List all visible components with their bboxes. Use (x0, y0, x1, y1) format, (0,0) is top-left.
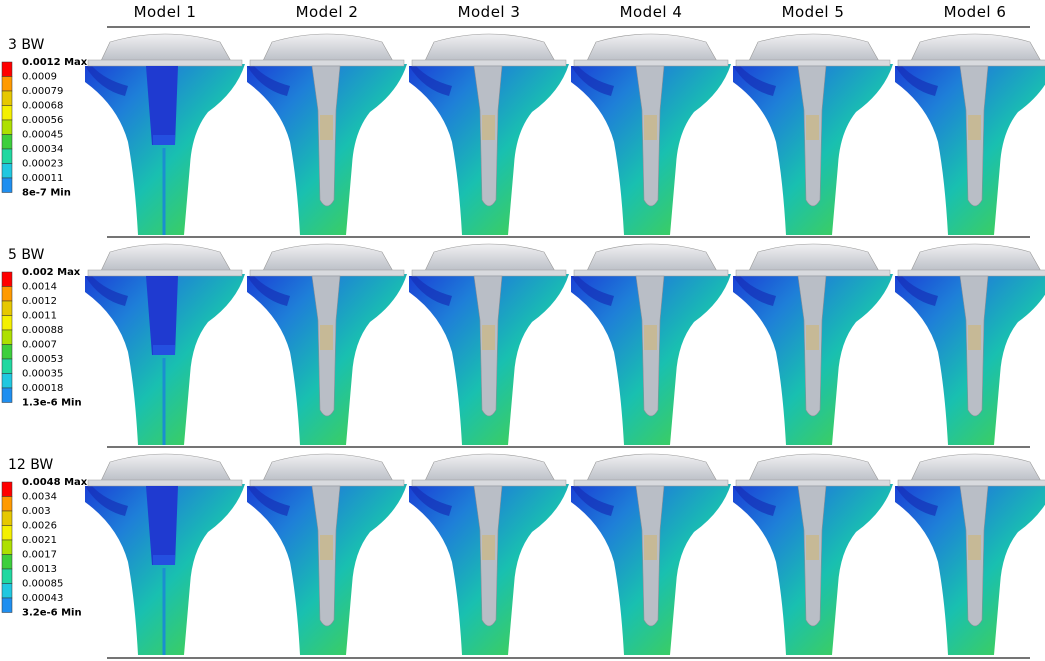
legend-label: 0.0012 Max (22, 57, 88, 68)
column-header: Model 6 (944, 3, 1007, 21)
legend-label: 0.0012 (22, 296, 57, 307)
legend-swatch (1, 344, 13, 360)
legend-label: 0.002 Max (22, 267, 81, 278)
column-header: Model 1 (134, 3, 197, 21)
legend-swatch (1, 358, 13, 374)
legend-swatch (1, 568, 13, 584)
column-header: Model 5 (782, 3, 845, 21)
legend-swatch (1, 134, 13, 150)
legend-label: 3.2e-6 Min (22, 608, 82, 619)
legend-label: 0.00023 (22, 159, 63, 170)
legend-swatch (1, 387, 13, 403)
legend-label: 0.0009 (22, 72, 57, 83)
legend-swatch (1, 76, 13, 92)
legend-swatch (1, 373, 13, 389)
row-label: 12 BW (8, 457, 53, 473)
legend-swatch (1, 271, 13, 287)
legend-label: 0.00053 (22, 354, 63, 365)
legend-swatch (1, 90, 13, 106)
legend-swatch (1, 554, 13, 570)
legend-label: 0.00043 (22, 593, 63, 604)
legend-label: 1.3e-6 Min (22, 398, 82, 409)
legend-label: 0.00068 (22, 101, 63, 112)
legend-swatch (1, 597, 13, 613)
legend-label: 0.00018 (22, 383, 63, 394)
column-header: Model 2 (296, 3, 359, 21)
legend-label: 0.00035 (22, 369, 63, 380)
legend-swatch (1, 105, 13, 121)
legend-label: 0.0007 (22, 340, 57, 351)
legend-swatch (1, 163, 13, 179)
legend-label: 0.00079 (22, 86, 63, 97)
legend-swatch (1, 481, 13, 497)
legend-swatch (1, 539, 13, 555)
row-label: 3 BW (8, 37, 44, 53)
legend-label: 0.00045 (22, 130, 63, 141)
legend-swatch (1, 177, 13, 193)
legend-label: 0.00011 (22, 173, 63, 184)
legend-swatch (1, 61, 13, 77)
legend-swatch (1, 496, 13, 512)
legend-label: 0.0014 (22, 282, 57, 293)
legend-label: 0.0017 (22, 550, 57, 561)
legend-swatch (1, 119, 13, 135)
legend-label: 0.00088 (22, 325, 63, 336)
column-header: Model 4 (620, 3, 683, 21)
legend-label: 0.0021 (22, 535, 57, 546)
legend-swatch (1, 583, 13, 599)
legend-label: 0.0013 (22, 564, 57, 575)
legend-swatch (1, 510, 13, 526)
column-header: Model 3 (458, 3, 521, 21)
legend-label: 0.00056 (22, 115, 63, 126)
legend-label: 0.00034 (22, 144, 63, 155)
legend-swatch (1, 525, 13, 541)
legend-label: 8e-7 Min (22, 188, 71, 199)
legend-label: 0.003 (22, 506, 51, 517)
legend-swatch (1, 315, 13, 331)
legend-label: 0.0011 (22, 311, 57, 322)
legend-swatch (1, 300, 13, 316)
legend-label: 0.0034 (22, 492, 57, 503)
legend-swatch (1, 286, 13, 302)
row-label: 5 BW (8, 247, 44, 263)
legend-label: 0.0048 Max (22, 477, 88, 488)
legend-swatch (1, 148, 13, 164)
legend-label: 0.00085 (22, 579, 63, 590)
legend-swatch (1, 329, 13, 345)
legend-label: 0.0026 (22, 521, 57, 532)
